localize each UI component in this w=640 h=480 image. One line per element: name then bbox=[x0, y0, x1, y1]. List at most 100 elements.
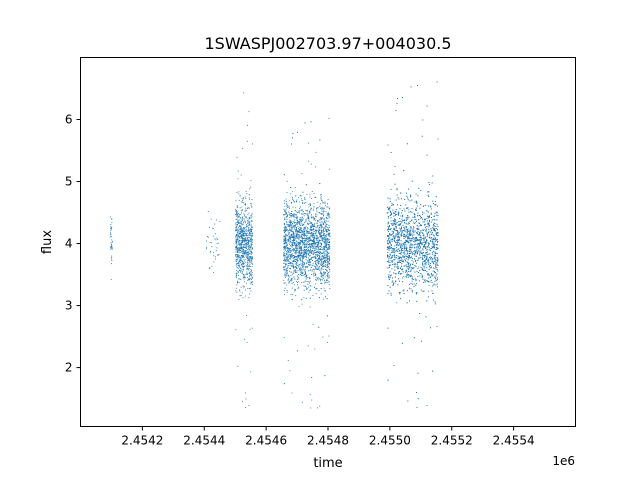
data-point bbox=[419, 207, 421, 209]
data-point bbox=[420, 243, 422, 244]
data-point bbox=[399, 271, 400, 272]
data-point bbox=[391, 234, 392, 236]
data-point bbox=[432, 203, 434, 204]
data-point bbox=[291, 244, 293, 245]
data-point bbox=[392, 239, 394, 241]
data-point bbox=[298, 196, 299, 198]
data-point bbox=[410, 240, 412, 242]
data-point bbox=[308, 253, 309, 255]
data-point bbox=[413, 252, 415, 254]
data-point bbox=[414, 215, 416, 217]
data-point bbox=[316, 279, 318, 281]
data-point bbox=[322, 266, 323, 268]
data-point bbox=[310, 247, 312, 249]
data-point bbox=[427, 242, 429, 244]
data-point bbox=[283, 260, 285, 262]
data-point bbox=[299, 241, 301, 243]
data-point bbox=[299, 268, 300, 269]
data-point bbox=[327, 239, 329, 241]
data-point bbox=[309, 277, 311, 279]
data-point bbox=[303, 246, 305, 248]
data-point bbox=[402, 235, 404, 236]
data-point bbox=[316, 207, 317, 209]
data-point bbox=[304, 213, 306, 214]
data-point bbox=[409, 287, 411, 289]
data-point bbox=[305, 272, 306, 273]
data-point bbox=[328, 232, 330, 234]
data-point bbox=[308, 262, 310, 263]
data-point bbox=[413, 232, 415, 234]
data-point bbox=[409, 251, 410, 252]
data-point bbox=[301, 250, 303, 252]
data-point bbox=[411, 238, 413, 239]
data-point bbox=[291, 256, 292, 258]
data-point bbox=[401, 260, 403, 262]
data-point bbox=[310, 258, 312, 260]
data-point bbox=[327, 199, 329, 200]
data-point bbox=[403, 236, 404, 238]
data-point bbox=[322, 207, 324, 209]
data-point bbox=[284, 231, 286, 233]
data-point bbox=[404, 229, 406, 231]
data-point bbox=[329, 235, 331, 237]
data-point bbox=[429, 184, 430, 185]
data-point bbox=[393, 259, 395, 261]
data-point bbox=[311, 270, 313, 272]
data-point bbox=[433, 229, 435, 230]
data-point bbox=[420, 234, 421, 236]
data-point bbox=[312, 224, 313, 226]
data-point bbox=[320, 245, 322, 246]
data-point bbox=[426, 229, 427, 231]
data-point bbox=[300, 268, 302, 270]
data-point bbox=[432, 242, 434, 244]
data-point bbox=[329, 226, 330, 228]
data-point bbox=[324, 207, 325, 209]
data-point bbox=[286, 223, 287, 225]
data-point bbox=[325, 225, 327, 227]
data-point bbox=[390, 252, 392, 254]
data-point bbox=[403, 248, 405, 250]
data-point bbox=[394, 245, 396, 247]
data-point bbox=[294, 255, 295, 257]
data-point bbox=[285, 230, 287, 232]
data-point bbox=[289, 226, 291, 228]
data-point bbox=[413, 212, 415, 214]
data-point bbox=[289, 225, 290, 227]
data-point bbox=[408, 263, 409, 265]
data-point bbox=[283, 282, 285, 284]
data-point bbox=[312, 239, 314, 241]
data-point bbox=[317, 256, 319, 257]
data-point bbox=[111, 227, 113, 228]
data-point bbox=[320, 194, 322, 196]
data-point bbox=[402, 271, 404, 273]
data-point bbox=[406, 229, 408, 231]
data-point bbox=[320, 242, 322, 244]
data-point bbox=[293, 214, 295, 216]
data-point bbox=[296, 233, 298, 235]
data-point bbox=[324, 201, 326, 203]
data-point bbox=[428, 247, 430, 249]
data-point bbox=[400, 243, 402, 245]
data-point bbox=[417, 259, 419, 261]
data-point bbox=[302, 223, 304, 225]
data-point bbox=[284, 239, 286, 240]
data-point bbox=[292, 260, 294, 262]
data-point bbox=[300, 235, 302, 237]
data-point bbox=[318, 212, 320, 213]
data-point bbox=[410, 229, 411, 231]
data-point bbox=[404, 247, 405, 249]
data-point bbox=[291, 287, 293, 289]
data-point bbox=[306, 288, 307, 290]
data-point bbox=[302, 250, 304, 251]
data-point bbox=[327, 270, 328, 272]
data-point bbox=[299, 208, 300, 210]
data-point bbox=[293, 244, 295, 246]
data-point bbox=[425, 230, 427, 231]
data-point bbox=[313, 247, 314, 249]
data-point bbox=[402, 229, 404, 231]
data-point bbox=[312, 234, 314, 236]
data-point bbox=[304, 250, 306, 252]
data-point bbox=[318, 258, 320, 260]
data-point bbox=[397, 236, 399, 237]
data-point bbox=[395, 257, 397, 258]
